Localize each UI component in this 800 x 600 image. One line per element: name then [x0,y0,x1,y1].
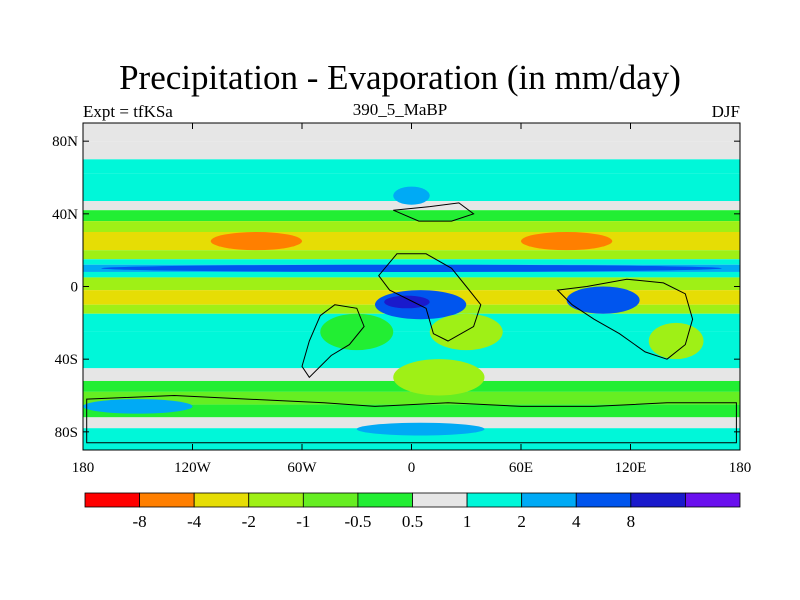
zonal-band [83,201,740,211]
field-anomaly [101,264,722,272]
zonal-band [83,159,740,174]
colorbar-label: 2 [517,512,526,531]
colorbar-label: -0.5 [344,512,371,531]
colorbar-swatch [139,492,195,508]
coastline [556,278,694,360]
field-anomaly [83,399,193,414]
colorbar-swatch [193,492,250,508]
x-tick-label: 60E [509,460,533,476]
field-anomaly [210,232,302,251]
chart-title: Precipitation - Evaporation (in mm/day) [119,58,681,97]
field-anomaly [521,232,613,251]
map-axes: 180 120W 60W 0 60E 120E 180 80N 40N 0 40S 80S [52,122,752,476]
colorbar-swatch [630,492,686,508]
zonal-band [83,277,740,291]
field-anomaly [566,286,640,314]
field-anomaly [429,313,503,351]
x-tick-label: 0 [408,460,416,476]
colorbar-swatch [685,492,741,508]
zonal-band [83,123,740,142]
coastline [393,202,475,222]
colorbar-swatch [412,492,468,508]
x-tick-label: 180 [72,460,95,476]
colorbar-label: -2 [242,512,256,531]
y-tick-label: 40N [52,207,78,223]
colorbar: -8 -4 -2 -1 -0.5 0.5 1 2 4 8 [84,492,741,531]
experiment-label: Expt = tfKSa [83,102,173,121]
colorbar-label: 0.5 [402,512,423,531]
zonal-band [83,221,740,232]
colorbar-label: 1 [463,512,472,531]
coastline [86,394,737,444]
zonal-band [83,391,740,405]
coastline [301,304,365,379]
coastline [378,253,482,342]
y-tick-label: 80S [55,425,78,441]
y-tick-label: 80N [52,134,78,150]
zonal-band [83,313,740,332]
zonal-band [83,141,740,160]
coastlines [86,202,737,444]
colorbar-swatch [466,492,523,508]
zonal-band [83,250,740,260]
y-tick-label: 40S [55,352,78,368]
field-anomaly [393,359,485,396]
colorbar-label: -4 [187,512,202,531]
colorbar-swatch [521,492,577,508]
zonal-band [83,417,740,429]
zonal-band [83,404,740,418]
zonal-band [83,271,740,278]
field-anomaly [356,422,485,436]
x-tick-label: 120W [174,460,212,476]
y-tick-label: 0 [71,280,79,296]
field-anomaly [384,295,430,309]
x-tick-label: 120E [615,460,647,476]
period-label: 390_5_MaBP [352,100,448,119]
colorbar-swatch [575,492,632,508]
zonal-band [83,232,740,251]
season-label: DJF [711,102,740,121]
colorbar-swatch [248,492,304,508]
colorbar-label: 8 [627,512,636,531]
field-anomaly [648,322,704,360]
colorbar-label: -1 [296,512,310,531]
colorbar-swatch [302,492,359,508]
colorbar-swatch [357,492,413,508]
x-tick-label: 180 [729,460,752,476]
colorbar-label: -8 [132,512,146,531]
zonal-band [83,428,740,450]
zonal-band [83,331,740,369]
field-anomaly [320,313,394,351]
zonal-band [83,210,740,222]
colorbar-swatch [84,492,140,508]
colorbar-label: 4 [572,512,581,531]
map-field [83,123,740,450]
zonal-band [83,259,740,265]
x-tick-label: 60W [287,460,317,476]
field-anomaly [393,186,430,205]
